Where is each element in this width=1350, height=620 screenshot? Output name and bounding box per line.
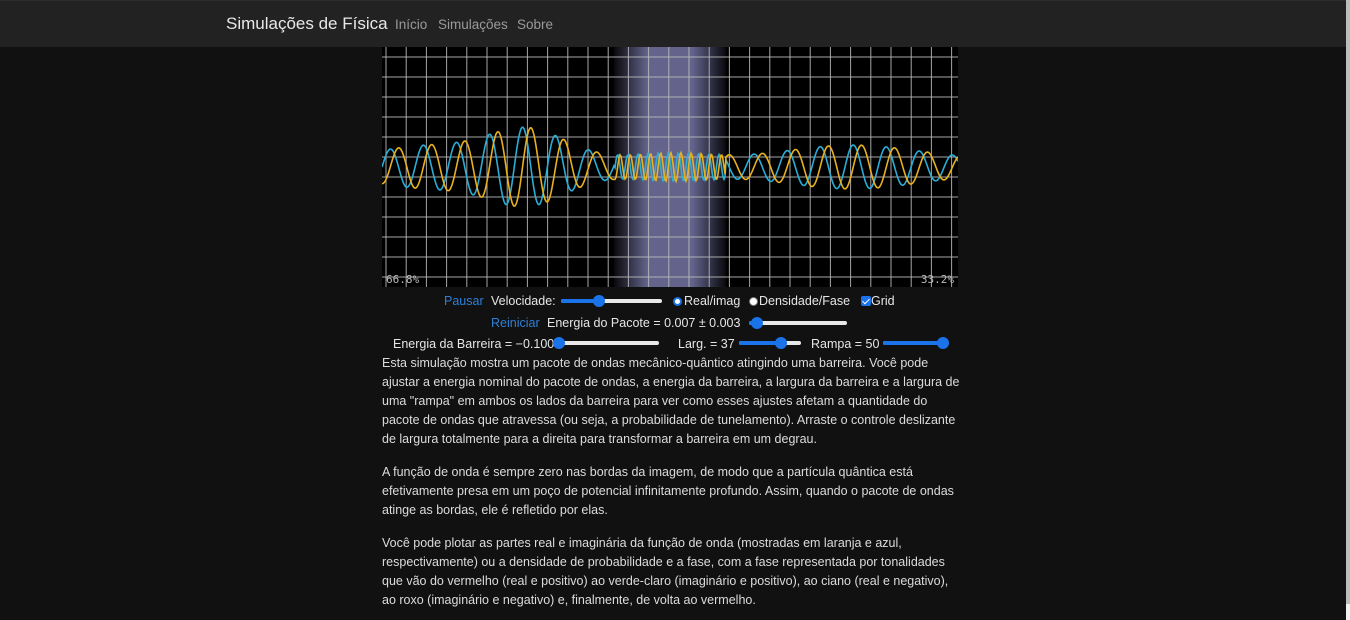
controls-row-3: Energia da Barreira = −0.100 Larg. = 37 … bbox=[0, 337, 1346, 355]
real-part-curve bbox=[382, 126, 958, 207]
description-paragraph-2: A função de onda é sempre zero nas borda… bbox=[382, 465, 954, 517]
controls-row-2: Reiniciar Energia do Pacote = 0.007 ± 0.… bbox=[0, 316, 1346, 334]
speed-slider[interactable] bbox=[561, 293, 662, 309]
real-imag-label[interactable]: Real/imag bbox=[684, 294, 741, 308]
packet-energy-slider[interactable] bbox=[749, 315, 847, 331]
barrier-width-slider[interactable] bbox=[739, 335, 801, 351]
ramp-slider[interactable] bbox=[883, 335, 950, 351]
brand-link[interactable]: Simulações de Física bbox=[226, 14, 388, 33]
description-paragraph-3: Você pode plotar as partes real e imagin… bbox=[382, 536, 949, 607]
wave-plot[interactable]: 66.8% 33.2% bbox=[382, 47, 958, 287]
scrollbar-thumb[interactable] bbox=[1346, 0, 1350, 604]
packet-energy-label: Energia do Pacote = 0.007 ± 0.003 bbox=[547, 316, 741, 330]
nav-link-sobre[interactable]: Sobre bbox=[517, 17, 554, 32]
right-probability-label: 33.2% bbox=[921, 273, 954, 286]
nav-link-simulacoes[interactable]: Simulações bbox=[438, 17, 508, 32]
simulation-canvas[interactable]: 66.8% 33.2% bbox=[382, 47, 958, 287]
speed-label: Velocidade: bbox=[491, 294, 556, 308]
density-phase-label[interactable]: Densidade/Fase bbox=[759, 294, 851, 308]
pause-button[interactable]: Pausar bbox=[444, 294, 484, 308]
nav-link-inicio[interactable]: Início bbox=[395, 17, 428, 32]
description-paragraph-1: Esta simulação mostra um pacote de ondas… bbox=[382, 356, 960, 446]
density-phase-radio[interactable] bbox=[749, 294, 758, 308]
barrier-width-label: Larg. = 37 bbox=[678, 337, 735, 351]
ramp-label: Rampa = 50 bbox=[811, 337, 880, 351]
barrier-energy-slider[interactable] bbox=[553, 335, 659, 351]
navbar: Simulações de Física Início Simulações S… bbox=[0, 0, 1346, 47]
grid-label[interactable]: Grid bbox=[871, 294, 895, 308]
barrier-energy-label: Energia da Barreira = −0.100 bbox=[393, 337, 555, 351]
grid-checkbox[interactable] bbox=[861, 294, 871, 308]
real-imag-radio[interactable] bbox=[673, 294, 682, 308]
controls-row-1: Pausar Velocidade: Real/imag Densidade/F… bbox=[0, 294, 1346, 312]
reset-button[interactable]: Reiniciar bbox=[491, 316, 540, 330]
imaginary-part-curve bbox=[382, 126, 958, 206]
left-probability-label: 66.8% bbox=[386, 273, 419, 286]
